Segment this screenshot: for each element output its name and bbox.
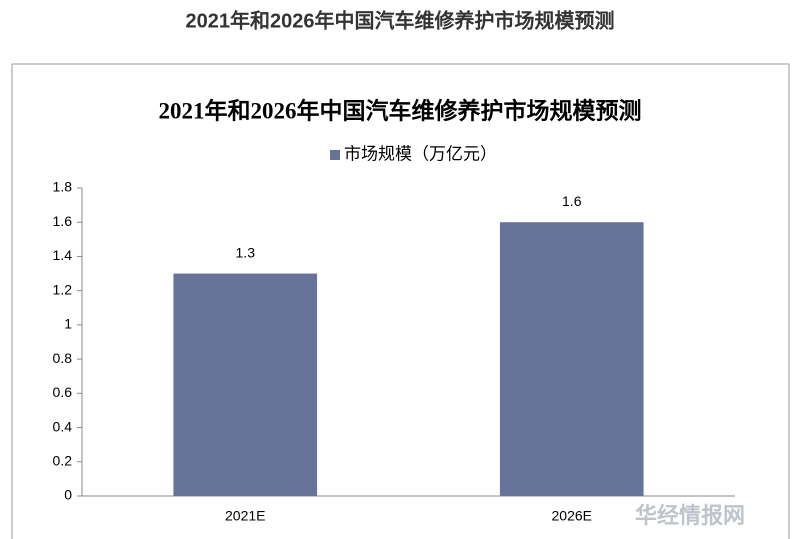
y-tick-label: 0 xyxy=(64,487,72,503)
y-tick-label: 0.6 xyxy=(53,384,73,400)
y-tick-label: 1.2 xyxy=(53,281,73,297)
y-tick-label: 1.4 xyxy=(53,247,73,263)
y-tick-label: 1.8 xyxy=(53,179,73,195)
y-tick-label: 1 xyxy=(64,316,72,332)
bar xyxy=(499,222,644,496)
value-label: 1.6 xyxy=(562,193,582,209)
x-tick-label: 2021E xyxy=(225,508,265,524)
y-tick-label: 0.4 xyxy=(53,418,73,434)
value-label: 1.3 xyxy=(236,244,256,260)
legend-swatch xyxy=(330,150,340,160)
y-tick-label: 0.8 xyxy=(53,350,73,366)
chart-title: 2021年和2026年中国汽车维修养护市场规模预测 xyxy=(159,97,642,123)
y-tick-label: 1.6 xyxy=(53,213,73,229)
page-title: 2021年和2026年中国汽车维修养护市场规模预测 xyxy=(186,8,615,32)
chart-frame xyxy=(11,63,790,539)
y-tick-label: 0.2 xyxy=(53,452,73,468)
x-tick-label: 2026E xyxy=(552,508,592,524)
bar xyxy=(173,273,318,496)
watermark: 华经情报网 xyxy=(635,503,745,528)
legend-label: 市场规模（万亿元） xyxy=(344,144,497,163)
